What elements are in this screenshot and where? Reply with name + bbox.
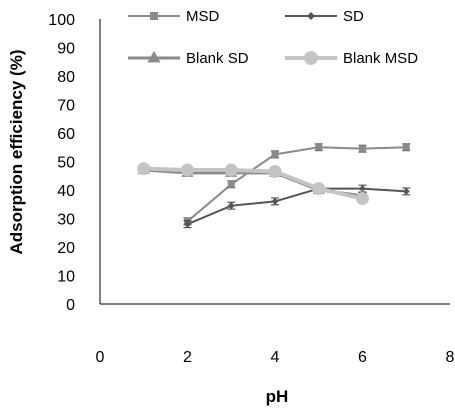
data-point (312, 182, 326, 196)
y-tick-label: 100 (48, 12, 75, 29)
data-point (402, 143, 410, 151)
legend-label: Blank MSD (343, 50, 418, 67)
legend: MSD SD Blank SD Blank MSD (128, 8, 418, 67)
data-point (268, 164, 282, 178)
x-axis-title: pH (266, 387, 289, 406)
x-tick-label: 0 (96, 349, 105, 366)
y-tick-label: 30 (57, 212, 75, 229)
legend-item-blank-sd: Blank SD (128, 50, 249, 67)
y-axis-ticks: 0 10 20 30 40 50 60 70 80 90 100 (48, 12, 75, 314)
plot-axes (99, 19, 450, 305)
legend-item-blank-msd: Blank MSD (285, 50, 418, 67)
legend-swatch-marker (147, 50, 161, 63)
y-axis-title: Adsorption efficiency (%) (7, 50, 26, 255)
legend-item-sd: SD (285, 8, 364, 25)
data-point (227, 180, 235, 188)
series-sd (183, 184, 411, 229)
y-tick-label: 90 (57, 41, 75, 58)
data-point (181, 163, 194, 177)
data-point (184, 220, 191, 228)
series-line (186, 146, 407, 223)
legend-item-msd: MSD (128, 8, 220, 25)
x-axis-ticks: 0 2 4 6 8 (96, 349, 455, 366)
y-tick-label: 70 (57, 98, 75, 115)
data-point (137, 162, 151, 176)
y-tick-label: 50 (57, 155, 75, 172)
y-tick-label: 40 (57, 183, 75, 200)
legend-label: Blank SD (186, 50, 249, 67)
data-point (359, 185, 366, 193)
x-tick-label: 8 (446, 349, 455, 366)
data-point (227, 202, 235, 210)
data-point (359, 145, 366, 153)
series-line (187, 187, 407, 226)
data-point (402, 187, 410, 195)
data-point (271, 150, 279, 158)
y-tick-label: 0 (66, 297, 75, 314)
legend-swatch-marker (307, 12, 315, 20)
y-tick-label: 60 (57, 126, 75, 143)
series-blank-msd (137, 162, 369, 206)
y-tick-label: 20 (57, 240, 75, 257)
legend-label: SD (343, 8, 364, 25)
x-tick-label: 6 (358, 349, 367, 366)
y-tick-label: 80 (57, 69, 75, 86)
data-point (315, 143, 323, 151)
legend-label: MSD (186, 8, 220, 25)
series-msd (183, 143, 411, 226)
data-point (271, 197, 279, 205)
y-tick-label: 10 (57, 269, 75, 286)
legend-swatch-marker (304, 51, 318, 65)
series-layer (137, 143, 411, 229)
series-line (143, 166, 363, 201)
data-point (224, 163, 238, 177)
data-point (356, 192, 369, 206)
x-tick-label: 4 (271, 349, 280, 366)
legend-swatch-marker (150, 12, 158, 20)
x-tick-label: 2 (183, 349, 192, 366)
